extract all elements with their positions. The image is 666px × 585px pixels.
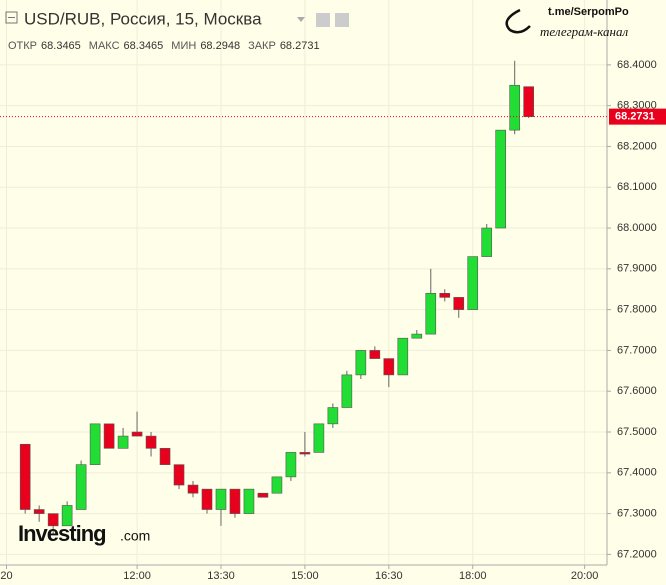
candle-body bbox=[369, 350, 381, 359]
x-tick-label: 20:00 bbox=[571, 570, 599, 582]
y-tick-label: 67.8000 bbox=[617, 304, 657, 316]
candle-body bbox=[173, 464, 185, 486]
watermark-caption: телеграм-канал bbox=[540, 24, 629, 39]
y-tick-label: 67.2000 bbox=[617, 548, 657, 560]
x-tick-label: 12:00 bbox=[123, 570, 151, 582]
dropdown-arrow[interactable] bbox=[297, 17, 305, 22]
candle-body bbox=[229, 488, 241, 514]
candle-body bbox=[103, 423, 115, 449]
settings-icon[interactable] bbox=[316, 13, 330, 27]
candle-body bbox=[215, 488, 227, 510]
logo-name: Investing bbox=[18, 521, 106, 546]
ohlc-label: МАКС bbox=[89, 40, 120, 52]
candle-body bbox=[131, 431, 143, 437]
y-tick-label: 68.1000 bbox=[617, 181, 657, 193]
y-tick-label: 68.4000 bbox=[617, 59, 657, 71]
candle-body bbox=[61, 505, 73, 527]
ohlc-label: МИН bbox=[171, 40, 196, 52]
candle-body bbox=[467, 256, 479, 310]
watermark-icon bbox=[505, 8, 531, 34]
x-tick-label: 20 bbox=[0, 570, 12, 582]
candle-body bbox=[117, 435, 129, 449]
expand-icon[interactable] bbox=[335, 13, 349, 27]
candle-body bbox=[383, 358, 395, 376]
watermark-link: t.me/SerpomPo bbox=[548, 6, 629, 18]
candle-body bbox=[523, 86, 534, 117]
ohlc-value: 68.2948 bbox=[200, 40, 240, 52]
x-tick-label: 15:00 bbox=[291, 570, 319, 582]
candle-body bbox=[89, 423, 101, 465]
candle-body bbox=[341, 374, 353, 408]
ohlc-header: ОТКР 68.3465 МАКС 68.3465 МИН 68.2948 ЗАКР 68.2… bbox=[8, 40, 320, 52]
candle-body bbox=[397, 337, 409, 376]
ohlc-label: ЗАКР bbox=[248, 40, 276, 52]
logo-suffix: .com bbox=[120, 528, 150, 544]
candle-body bbox=[47, 513, 59, 527]
y-tick-label: 67.7000 bbox=[617, 344, 657, 356]
candle-body bbox=[425, 293, 437, 335]
ohlc-value: 68.3465 bbox=[41, 40, 81, 52]
ohlc-value: 68.3465 bbox=[124, 40, 164, 52]
candle-body bbox=[355, 350, 367, 376]
candle-body bbox=[33, 509, 45, 514]
collapse-icon[interactable] bbox=[5, 11, 18, 24]
candle-body bbox=[299, 452, 311, 455]
y-tick-label: 67.9000 bbox=[617, 263, 657, 275]
y-tick-label: 67.6000 bbox=[617, 385, 657, 397]
candle-body bbox=[187, 484, 199, 494]
candle-body bbox=[285, 452, 297, 478]
candle-body bbox=[159, 448, 171, 465]
candle-body bbox=[453, 297, 465, 310]
candle-body bbox=[243, 488, 255, 514]
y-tick-label: 67.5000 bbox=[617, 426, 657, 438]
chart-title: USD/RUB, Россия, 15, Москва bbox=[24, 9, 262, 28]
candle-body bbox=[145, 435, 157, 449]
last-price-tag bbox=[609, 108, 666, 125]
candle-body bbox=[257, 492, 269, 498]
x-tick-label: 18:00 bbox=[459, 570, 487, 582]
ohlc-label: ОТКР bbox=[8, 40, 37, 52]
candle-body bbox=[327, 407, 339, 425]
candle-body bbox=[481, 227, 493, 257]
x-tick-label: 13:30 bbox=[207, 570, 235, 582]
y-tick-label: 68.0000 bbox=[617, 222, 657, 234]
candle-body bbox=[495, 129, 507, 229]
y-tick-label: 67.4000 bbox=[617, 467, 657, 479]
y-tick-label: 68.3000 bbox=[617, 100, 657, 112]
candle-body bbox=[313, 423, 325, 453]
candle-body bbox=[19, 443, 31, 510]
candle-body bbox=[411, 333, 423, 339]
y-tick-label: 68.2000 bbox=[617, 140, 657, 152]
last-price-label: 68.2731 bbox=[615, 111, 655, 123]
x-tick-label: 16:30 bbox=[375, 570, 403, 582]
ohlc-value: 68.2731 bbox=[280, 40, 320, 52]
y-tick-label: 67.3000 bbox=[617, 508, 657, 520]
candle-body bbox=[201, 488, 213, 510]
candle-body bbox=[439, 293, 451, 298]
candle-body bbox=[271, 476, 283, 494]
candle-body bbox=[75, 464, 87, 510]
candle-body bbox=[509, 84, 520, 131]
